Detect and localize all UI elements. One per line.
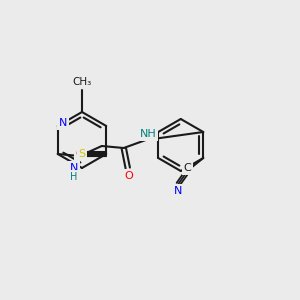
Text: N: N — [70, 163, 78, 173]
Text: N: N — [58, 118, 67, 128]
Text: H: H — [70, 172, 78, 182]
Text: NH: NH — [140, 129, 156, 139]
Text: CH₃: CH₃ — [72, 77, 92, 87]
Text: O: O — [124, 171, 133, 181]
Text: N: N — [174, 186, 182, 196]
Text: S: S — [78, 149, 85, 159]
Text: O: O — [76, 149, 85, 159]
Text: C: C — [183, 163, 191, 173]
